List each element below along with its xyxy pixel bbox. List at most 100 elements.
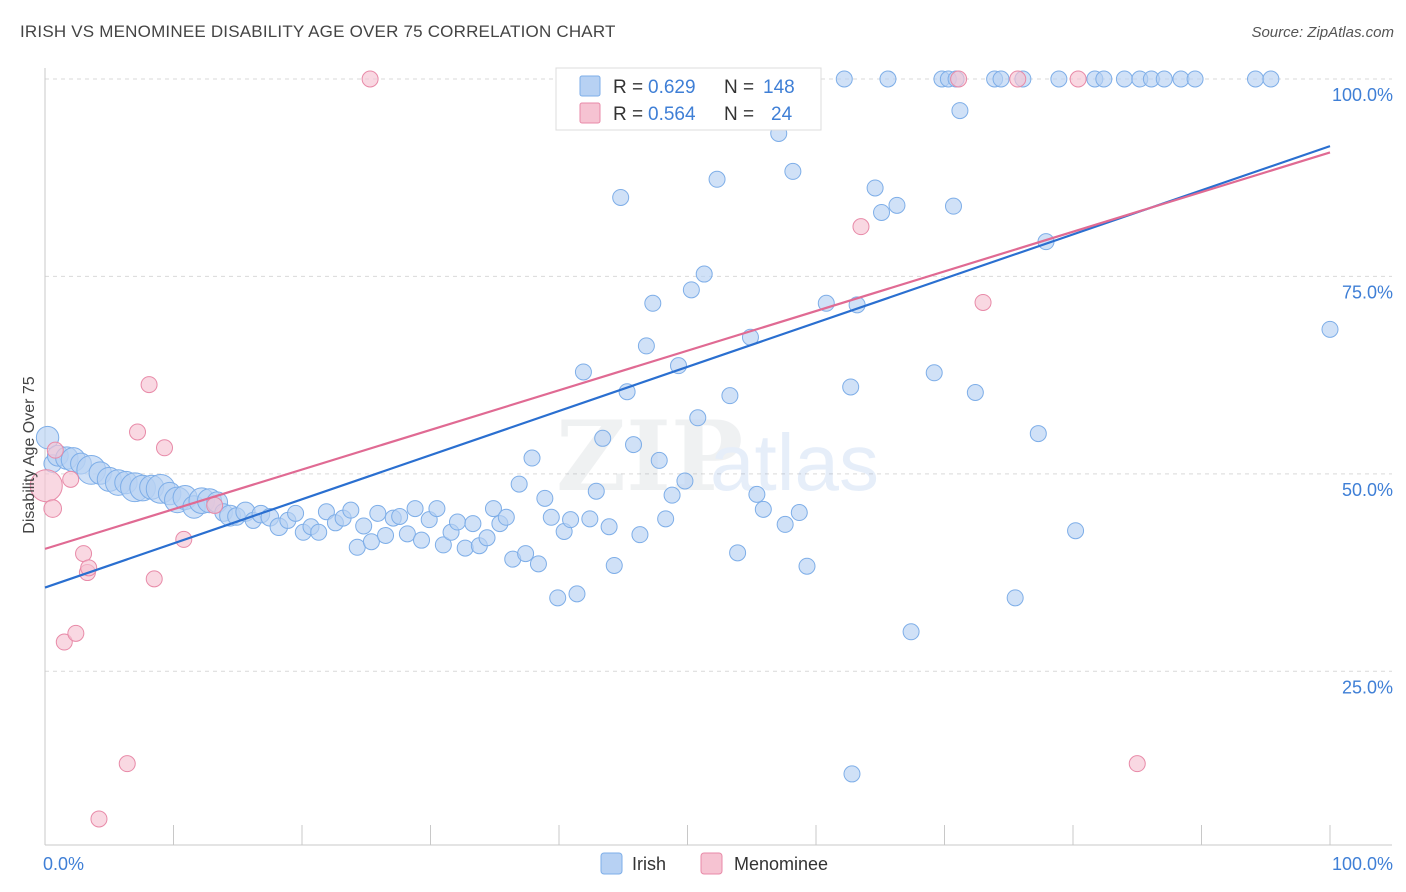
- irish-point: [790, 504, 808, 522]
- irish-point: [951, 102, 969, 120]
- x-tick-labels: 0.0% 100.0%: [43, 854, 1393, 874]
- irish-point: [689, 409, 707, 427]
- y-tick-label: 25.0%: [1342, 677, 1393, 697]
- menominee-point: [118, 755, 136, 773]
- irish-point: [1029, 425, 1047, 443]
- irish-point: [1006, 589, 1024, 607]
- irish-point: [317, 503, 335, 521]
- irish-point: [355, 517, 373, 535]
- irish-point: [1050, 70, 1068, 88]
- watermark-zip: ZIP: [556, 400, 743, 513]
- irish-r-label: R =: [613, 77, 643, 98]
- irish-stats-swatch: [579, 75, 601, 97]
- irish-point: [902, 623, 920, 641]
- irish-point: [1172, 70, 1190, 88]
- irish-point: [562, 511, 580, 529]
- legend-swatch-menominee: [700, 852, 723, 875]
- irish-point: [843, 765, 861, 783]
- irish-point: [650, 451, 668, 469]
- menominee-point: [1128, 755, 1146, 773]
- menominee-n-label: N =: [724, 104, 754, 125]
- irish-point: [549, 589, 567, 607]
- series-legend: Irish Menominee: [600, 852, 828, 875]
- menominee-point: [129, 423, 147, 441]
- menominee-point: [43, 499, 63, 518]
- chart-title: IRISH VS MENOMINEE DISABILITY AGE OVER 7…: [20, 22, 616, 41]
- gridlines: [45, 78, 1392, 672]
- irish-point: [992, 70, 1010, 88]
- watermark-atlas: atlas: [710, 418, 879, 507]
- irish-point: [600, 518, 618, 536]
- irish-point: [748, 485, 766, 503]
- irish-point: [448, 513, 466, 531]
- irish-point: [663, 486, 681, 504]
- irish-point: [798, 557, 816, 575]
- irish-point: [618, 383, 636, 401]
- irish-point: [1321, 320, 1339, 338]
- irish-point: [866, 179, 884, 197]
- irish-point: [1246, 70, 1264, 88]
- irish-point: [637, 337, 655, 355]
- irish-point: [542, 508, 560, 526]
- irish-point: [1155, 70, 1173, 88]
- y-tick-label: 50.0%: [1342, 480, 1393, 500]
- irish-point: [287, 504, 305, 522]
- irish-point: [605, 556, 623, 574]
- legend-label-irish: Irish: [632, 854, 666, 874]
- irish-point: [456, 539, 474, 557]
- irish-point: [529, 555, 547, 573]
- irish-point: [536, 489, 554, 507]
- irish-point: [1186, 70, 1204, 88]
- menominee-point: [67, 624, 85, 642]
- irish-point: [523, 449, 541, 467]
- menominee-point: [46, 441, 64, 459]
- irish-point: [729, 544, 747, 562]
- irish-point: [406, 500, 424, 518]
- menominee-point: [1069, 70, 1087, 88]
- stats-legend: R = 0.629 N = 148 R = 0.564 N = 24: [555, 67, 822, 131]
- menominee-r-value: 0.564: [648, 104, 696, 125]
- irish-point: [398, 525, 416, 543]
- irish-point: [348, 538, 366, 556]
- irish-point: [587, 482, 605, 500]
- irish-point: [873, 203, 891, 221]
- irish-point: [484, 500, 502, 518]
- watermark: ZIP atlas: [556, 400, 879, 513]
- irish-point: [612, 188, 630, 206]
- irish-point: [676, 472, 694, 490]
- menominee-point: [62, 470, 80, 488]
- irish-point: [721, 387, 739, 405]
- irish-point: [754, 500, 772, 518]
- irish-point: [657, 510, 675, 528]
- irish-point: [310, 523, 328, 541]
- x-tick-label: 0.0%: [43, 854, 84, 874]
- y-tick-labels: 25.0% 50.0% 75.0% 100.0%: [1332, 85, 1393, 697]
- irish-point: [574, 363, 592, 381]
- irish-point: [784, 162, 802, 180]
- irish-point: [708, 170, 726, 188]
- irish-point: [966, 384, 984, 402]
- irish-point: [1115, 70, 1133, 88]
- irish-n-label: N =: [724, 77, 754, 98]
- x-tick-label: 100.0%: [1332, 854, 1393, 874]
- menominee-r-label: R =: [613, 104, 643, 125]
- irish-point: [342, 501, 360, 519]
- irish-point: [434, 536, 452, 554]
- irish-point: [428, 500, 446, 518]
- irish-point: [568, 585, 586, 603]
- irish-n-value: 148: [763, 77, 795, 98]
- irish-point: [362, 533, 380, 551]
- irish-point: [377, 526, 395, 544]
- irish-point: [888, 196, 906, 214]
- menominee-point: [206, 496, 224, 514]
- irish-trend-line: [44, 145, 1331, 589]
- menominee-point: [55, 633, 73, 651]
- irish-point: [1067, 522, 1085, 540]
- menominee-point: [974, 293, 992, 311]
- menominee-point: [145, 570, 163, 588]
- irish-point: [497, 508, 515, 526]
- menominee-stats-swatch: [579, 102, 601, 124]
- irish-point: [581, 510, 599, 528]
- menominee-trend-line: [44, 151, 1331, 550]
